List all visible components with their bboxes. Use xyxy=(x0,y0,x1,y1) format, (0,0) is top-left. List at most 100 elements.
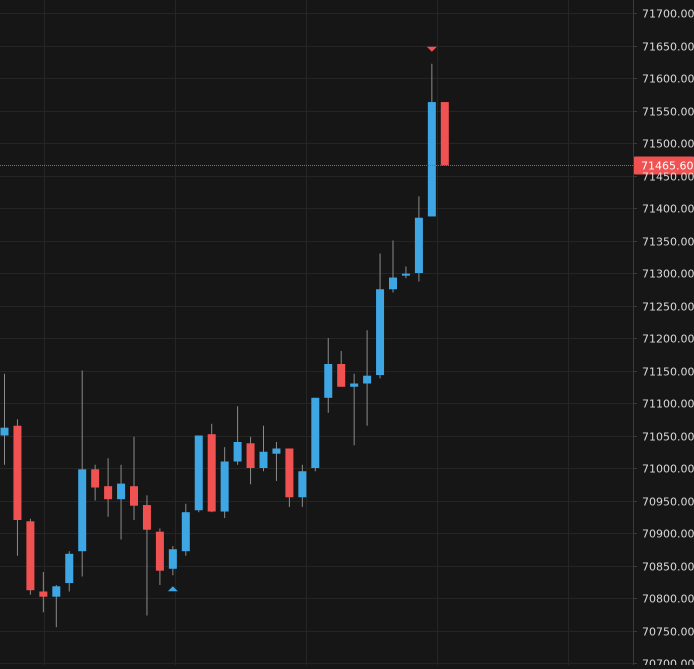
y-tick-label: 71150.00 xyxy=(642,366,694,379)
candle[interactable] xyxy=(52,585,61,628)
candle-body-up xyxy=(117,483,126,500)
candle-body-up xyxy=(427,102,436,217)
y-tick-label: 71650.00 xyxy=(642,41,694,54)
candle-body-down xyxy=(337,364,346,387)
candle-body-up xyxy=(350,383,359,387)
candle-body-up xyxy=(220,461,229,512)
candle[interactable] xyxy=(440,102,449,166)
candle[interactable] xyxy=(13,419,22,556)
y-tick-label: 70700.00 xyxy=(642,658,694,666)
candle[interactable] xyxy=(26,518,35,595)
y-tick-label: 70750.00 xyxy=(642,626,694,639)
candle-body-down xyxy=(13,425,22,520)
candle-body-up xyxy=(194,435,203,511)
candle[interactable] xyxy=(65,551,74,592)
candle-body-up xyxy=(0,427,9,436)
candle[interactable] xyxy=(311,397,320,472)
buy-marker-icon xyxy=(167,586,178,592)
y-tick-label: 71200.00 xyxy=(642,333,694,346)
candle-body-up xyxy=(259,451,268,468)
candle-body-up xyxy=(414,217,423,273)
candle-body-down xyxy=(155,531,164,571)
candle[interactable] xyxy=(350,373,359,446)
candle[interactable] xyxy=(401,266,410,279)
y-tick-label: 71400.00 xyxy=(642,203,694,216)
candle[interactable] xyxy=(78,370,87,577)
candle[interactable] xyxy=(414,196,423,282)
candle-body-down xyxy=(91,469,100,488)
y-tick-label: 71050.00 xyxy=(642,431,694,444)
sell-marker-icon xyxy=(426,46,437,52)
candle[interactable] xyxy=(104,458,113,517)
candle[interactable] xyxy=(389,240,397,293)
candle[interactable] xyxy=(117,464,126,540)
candle[interactable] xyxy=(220,447,229,519)
candle[interactable] xyxy=(181,503,190,556)
candle[interactable] xyxy=(168,546,177,576)
candle[interactable] xyxy=(376,253,385,379)
candle[interactable] xyxy=(194,435,203,513)
candle[interactable] xyxy=(363,330,372,426)
candle-layer xyxy=(0,63,449,628)
y-tick-label: 70900.00 xyxy=(642,528,694,541)
y-tick-label: 70800.00 xyxy=(642,593,694,606)
marker-layer xyxy=(167,46,437,592)
candle-body-up xyxy=(363,375,372,384)
candle-body-up xyxy=(233,442,242,462)
candle[interactable] xyxy=(298,464,307,507)
y-tick-label: 71000.00 xyxy=(642,463,694,476)
candle-body-up xyxy=(78,469,87,552)
y-tick-label: 70850.00 xyxy=(642,561,694,574)
candle[interactable] xyxy=(285,448,294,508)
candle-body-up xyxy=(181,512,190,552)
candle-body-up xyxy=(324,364,333,398)
candle-body-up xyxy=(376,289,385,376)
candle[interactable] xyxy=(142,495,151,616)
candle-body-up xyxy=(311,397,320,468)
candle-body-up xyxy=(389,277,397,290)
y-tick-label: 71550.00 xyxy=(642,106,694,119)
y-tick-label: 70950.00 xyxy=(642,496,694,509)
candle[interactable] xyxy=(427,63,436,217)
candle-body-down xyxy=(246,443,255,468)
candle-body-down xyxy=(142,505,151,530)
candle[interactable] xyxy=(272,442,281,481)
y-tick-label: 71100.00 xyxy=(642,398,694,411)
candle-body-down xyxy=(26,521,35,591)
y-tick-label: 71700.00 xyxy=(642,8,694,21)
candle-body-up xyxy=(168,549,177,569)
candle-body-up xyxy=(272,448,281,454)
y-tick-label: 71500.00 xyxy=(642,138,694,151)
candle[interactable] xyxy=(91,464,100,501)
y-tick-label: 71250.00 xyxy=(642,301,694,314)
candle-body-down xyxy=(39,591,48,597)
candle[interactable] xyxy=(246,436,255,485)
candle-body-up xyxy=(401,273,410,276)
candle[interactable] xyxy=(207,423,216,513)
candle[interactable] xyxy=(259,425,268,472)
candle[interactable] xyxy=(39,572,48,613)
current-price-label: 71465.60 xyxy=(641,160,694,173)
y-tick-label: 71350.00 xyxy=(642,236,694,249)
candle-body-down xyxy=(285,448,294,498)
candle[interactable] xyxy=(155,528,164,585)
current-price-badge xyxy=(634,156,694,175)
y-tick-label: 71600.00 xyxy=(642,73,694,86)
price-axis[interactable]: 70700.00 70750.00 70800.00 70850.00 70900.00… xyxy=(633,0,694,669)
candle-body-up xyxy=(52,586,61,597)
candle[interactable] xyxy=(324,338,333,413)
price-line-layer: 71465.60 xyxy=(0,156,694,175)
candle-body-down xyxy=(207,434,216,512)
candle[interactable] xyxy=(337,351,346,387)
candle[interactable] xyxy=(0,373,9,465)
candle-body-down xyxy=(440,102,449,166)
candle-body-down xyxy=(104,486,113,500)
y-tick-label: 71300.00 xyxy=(642,268,694,281)
y-tick-label: 71450.00 xyxy=(642,171,694,184)
candle[interactable] xyxy=(233,406,242,465)
candle-body-up xyxy=(298,471,307,498)
candle[interactable] xyxy=(130,436,138,520)
